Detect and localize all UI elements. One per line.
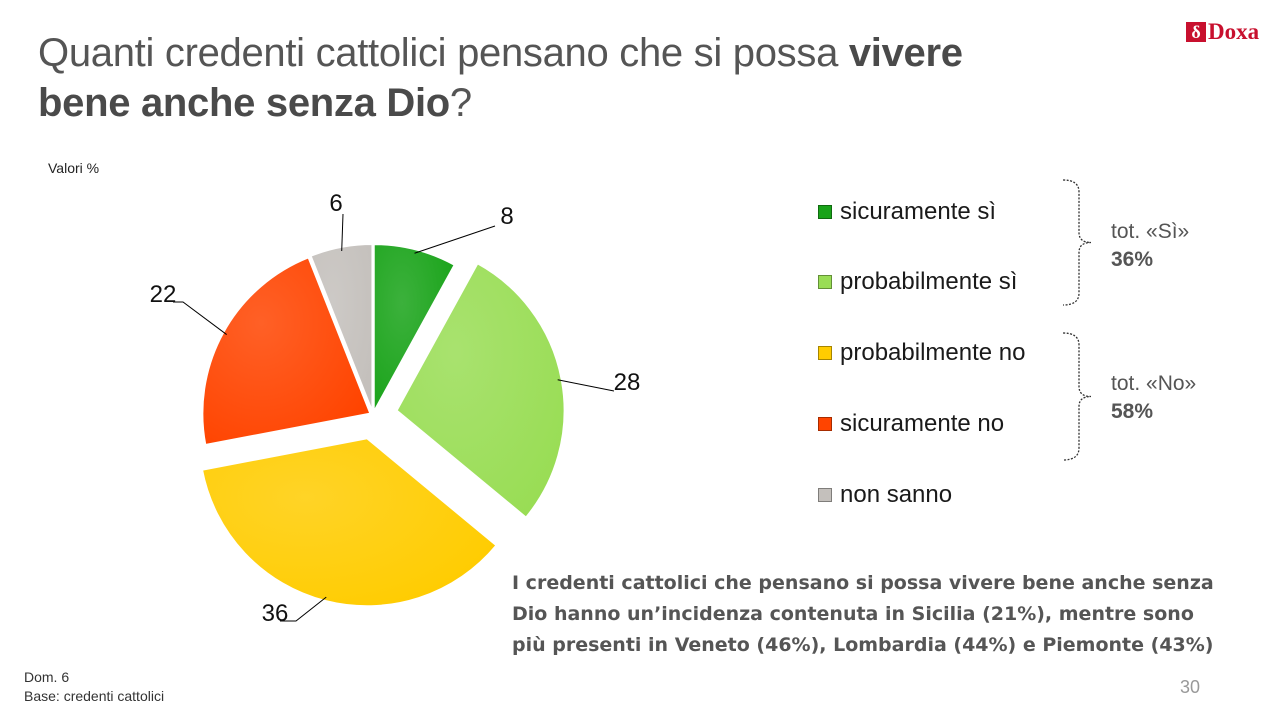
annotation-total-no-label: tot. «No»	[1111, 372, 1197, 395]
footer-base: Base: credenti cattolici	[24, 688, 165, 704]
annotation-total-no: tot. «No» 58%	[1111, 370, 1196, 426]
brace-total-yes	[1062, 179, 1092, 306]
logo-word: Doxa	[1208, 19, 1260, 44]
leader-line-probabilmente-no	[280, 596, 327, 622]
annotation-total-yes: tot. «Sì» 36%	[1111, 218, 1189, 274]
pie-data-labels: 8 28 36 22 6	[150, 190, 641, 627]
title-part-2: ?	[449, 81, 472, 125]
legend-item-sicuramente-no: sicuramente no	[818, 410, 1004, 438]
data-label-probabilmente-si: 28	[614, 369, 641, 396]
legend-swatch-non-sanno	[818, 488, 832, 502]
pie-slices	[200, 243, 566, 608]
footer-question-ref: Dom. 6	[24, 669, 70, 685]
annotation-total-yes-label: tot. «Sì»	[1111, 220, 1190, 243]
data-label-non-sanno: 6	[329, 190, 342, 217]
leader-line-probabilmente-si	[557, 379, 615, 392]
leader-line-sicuramente-no	[173, 301, 227, 335]
leader-line-non-sanno	[341, 213, 344, 251]
legend-label-non-sanno: non sanno	[840, 481, 953, 508]
legend-item-probabilmente-si: probabilmente sì	[818, 268, 1017, 296]
annotation-total-yes-value: 36%	[1111, 248, 1154, 271]
legend-swatch-sicuramente-si	[818, 205, 832, 219]
pie-slice-sicuramente-no	[201, 256, 372, 447]
legend-item-sicuramente-si: sicuramente sì	[818, 198, 996, 226]
annotation-total-no-value: 58%	[1111, 400, 1154, 423]
legend-item-probabilmente-no: probabilmente no	[818, 339, 1025, 367]
legend-label-probabilmente-si: probabilmente sì	[840, 268, 1018, 295]
title-bold-2: bene anche senza Dio	[38, 81, 450, 125]
legend-label-sicuramente-no: sicuramente no	[840, 410, 1005, 437]
insight-note: I credenti cattolici che pensano si poss…	[512, 572, 1214, 656]
legend-swatch-sicuramente-no	[818, 417, 832, 431]
unit-label: Valori %	[48, 160, 100, 176]
data-label-sicuramente-si: 8	[500, 203, 513, 230]
legend-label-probabilmente-no: probabilmente no	[840, 339, 1026, 366]
leader-line-sicuramente-si	[414, 225, 496, 254]
pie-slice-probabilmente-si	[395, 261, 566, 519]
logo-mark-icon: δ	[1186, 22, 1206, 42]
page-title: Quanti credenti cattolici pensano che si…	[38, 28, 1138, 128]
legend-item-non-sanno: non sanno	[818, 481, 952, 509]
legend-label-sicuramente-si: sicuramente sì	[840, 198, 997, 225]
legend-swatch-probabilmente-no	[818, 346, 832, 360]
data-label-sicuramente-no: 22	[150, 281, 177, 308]
pie-slice-sicuramente-si	[372, 243, 457, 413]
data-label-probabilmente-no: 36	[262, 600, 289, 627]
title-bold-1: vivere	[848, 31, 963, 75]
title-part-1: Quanti credenti cattolici pensano che si…	[38, 31, 849, 75]
pie-slice-probabilmente-no	[200, 437, 498, 608]
pie-slice-non-sanno	[309, 243, 374, 413]
pie-leader-lines	[173, 213, 615, 622]
legend-braces	[1062, 179, 1092, 461]
footer-notes: Dom. 6 Base: credenti cattolici	[24, 668, 164, 706]
brace-total-no	[1062, 332, 1092, 461]
doxa-logo: δ Doxa	[1186, 20, 1259, 44]
page-number: 30	[1180, 677, 1201, 697]
legend-swatch-probabilmente-si	[818, 275, 832, 289]
